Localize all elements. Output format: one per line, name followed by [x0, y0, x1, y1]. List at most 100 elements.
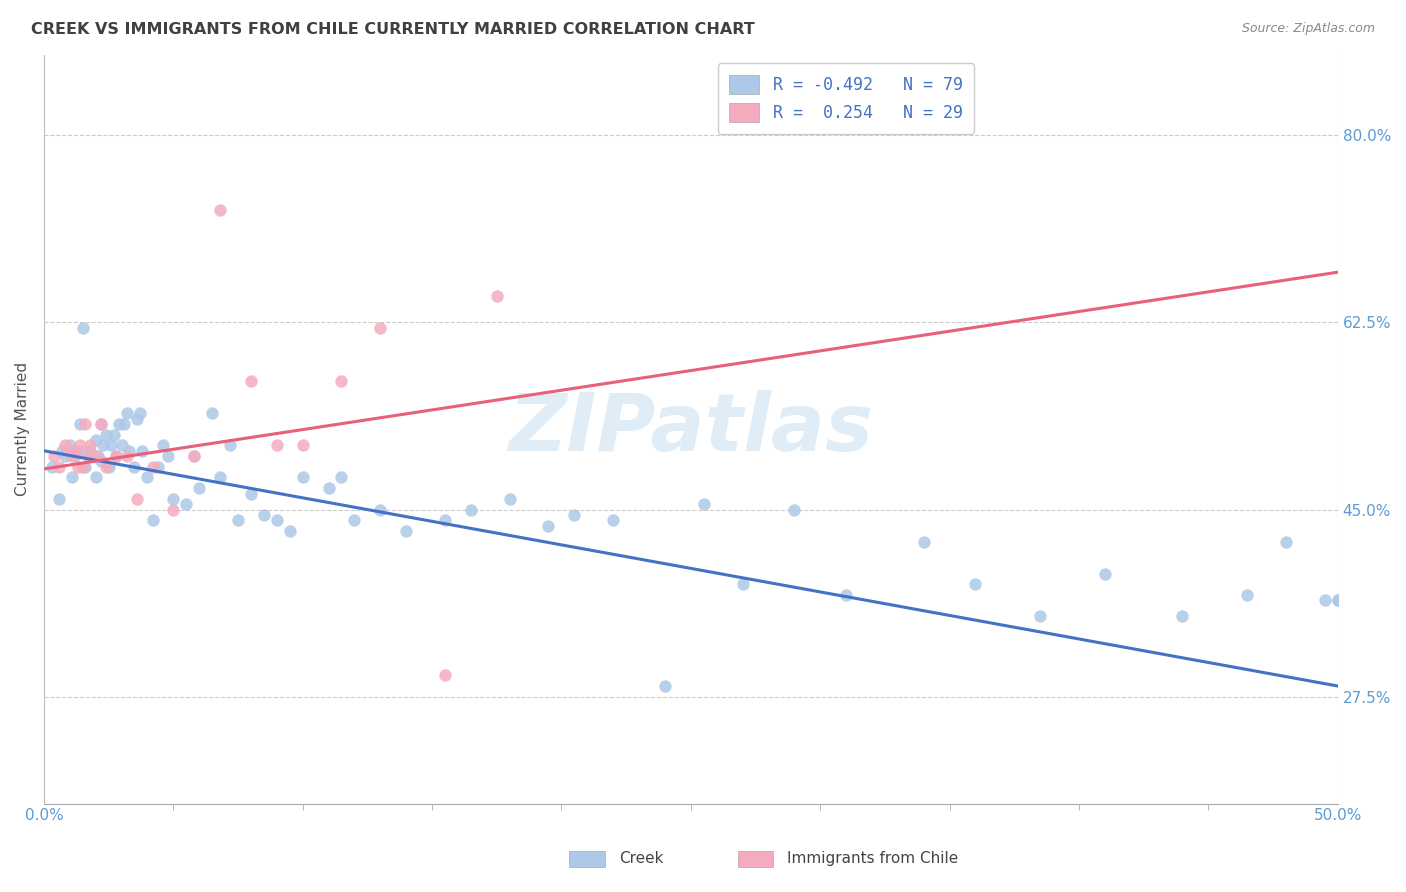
Point: [291, 470, 314, 484]
Point: [239, 486, 262, 500]
Point: [131, 443, 153, 458]
Point: [183, 449, 205, 463]
Point: [731, 577, 754, 591]
Point: [1326, 593, 1348, 607]
Point: [239, 374, 262, 388]
Point: [125, 411, 148, 425]
Point: [562, 508, 585, 522]
Point: [63, 443, 86, 458]
Point: [1029, 609, 1052, 624]
Point: [395, 524, 418, 538]
Point: [69, 417, 91, 431]
Point: [84, 433, 107, 447]
Point: [63, 449, 86, 463]
Point: [537, 518, 560, 533]
Point: [146, 459, 169, 474]
Point: [103, 427, 125, 442]
Point: [330, 374, 353, 388]
Point: [142, 459, 165, 474]
Point: [368, 320, 391, 334]
Point: [226, 513, 249, 527]
Point: [330, 470, 353, 484]
Point: [783, 502, 806, 516]
Point: [60, 449, 83, 463]
Point: [69, 438, 91, 452]
Point: [84, 449, 107, 463]
Point: [75, 459, 97, 474]
Point: [142, 513, 165, 527]
Point: [136, 470, 159, 484]
Point: [253, 508, 276, 522]
Point: [188, 481, 211, 495]
Legend: R = -0.492   N = 79, R =  0.254   N = 29: R = -0.492 N = 79, R = 0.254 N = 29: [717, 63, 974, 134]
Point: [94, 459, 117, 474]
Point: [90, 417, 112, 431]
Point: [94, 427, 117, 442]
Point: [82, 449, 104, 463]
Point: [79, 438, 101, 452]
Point: [602, 513, 624, 527]
Point: [162, 491, 184, 506]
Point: [41, 459, 63, 474]
Point: [1094, 566, 1116, 581]
Point: [53, 449, 76, 463]
Point: [835, 588, 858, 602]
Point: [692, 497, 714, 511]
Point: [75, 417, 97, 431]
Point: [485, 289, 508, 303]
Point: [201, 406, 224, 420]
Point: [124, 459, 146, 474]
Point: [1326, 593, 1348, 607]
Point: [87, 449, 110, 463]
Point: [77, 449, 100, 463]
Point: [183, 449, 205, 463]
Point: [97, 459, 120, 474]
Point: [53, 438, 76, 452]
Point: [51, 443, 73, 458]
Point: [79, 443, 101, 458]
Point: [90, 454, 112, 468]
Point: [1275, 534, 1298, 549]
Point: [59, 438, 82, 452]
Text: Creek: Creek: [619, 851, 664, 865]
Point: [912, 534, 935, 549]
Point: [368, 502, 391, 516]
Point: [93, 438, 115, 452]
Point: [60, 470, 83, 484]
Point: [433, 668, 456, 682]
Point: [654, 679, 676, 693]
Point: [433, 513, 456, 527]
Point: [72, 320, 94, 334]
Point: [66, 443, 89, 458]
Point: [105, 449, 128, 463]
Point: [1171, 609, 1194, 624]
Point: [48, 459, 70, 474]
Point: [125, 491, 148, 506]
Point: [157, 449, 180, 463]
Point: [174, 497, 197, 511]
Text: Source: ZipAtlas.com: Source: ZipAtlas.com: [1241, 22, 1375, 36]
Point: [77, 449, 100, 463]
Point: [59, 443, 82, 458]
Point: [115, 406, 138, 420]
Text: Immigrants from Chile: Immigrants from Chile: [787, 851, 959, 865]
Point: [110, 438, 132, 452]
Point: [208, 470, 231, 484]
Point: [84, 470, 107, 484]
Point: [219, 438, 242, 452]
Point: [162, 502, 184, 516]
Point: [278, 524, 301, 538]
Point: [1236, 588, 1258, 602]
Point: [460, 502, 482, 516]
Point: [208, 203, 231, 218]
Point: [266, 513, 288, 527]
Point: [291, 438, 314, 452]
Point: [318, 481, 340, 495]
Point: [266, 438, 288, 452]
Text: ZIPatlas: ZIPatlas: [508, 391, 873, 468]
Point: [66, 459, 89, 474]
Point: [152, 438, 174, 452]
Point: [44, 449, 66, 463]
Y-axis label: Currently Married: Currently Married: [15, 362, 30, 497]
Point: [100, 438, 122, 452]
